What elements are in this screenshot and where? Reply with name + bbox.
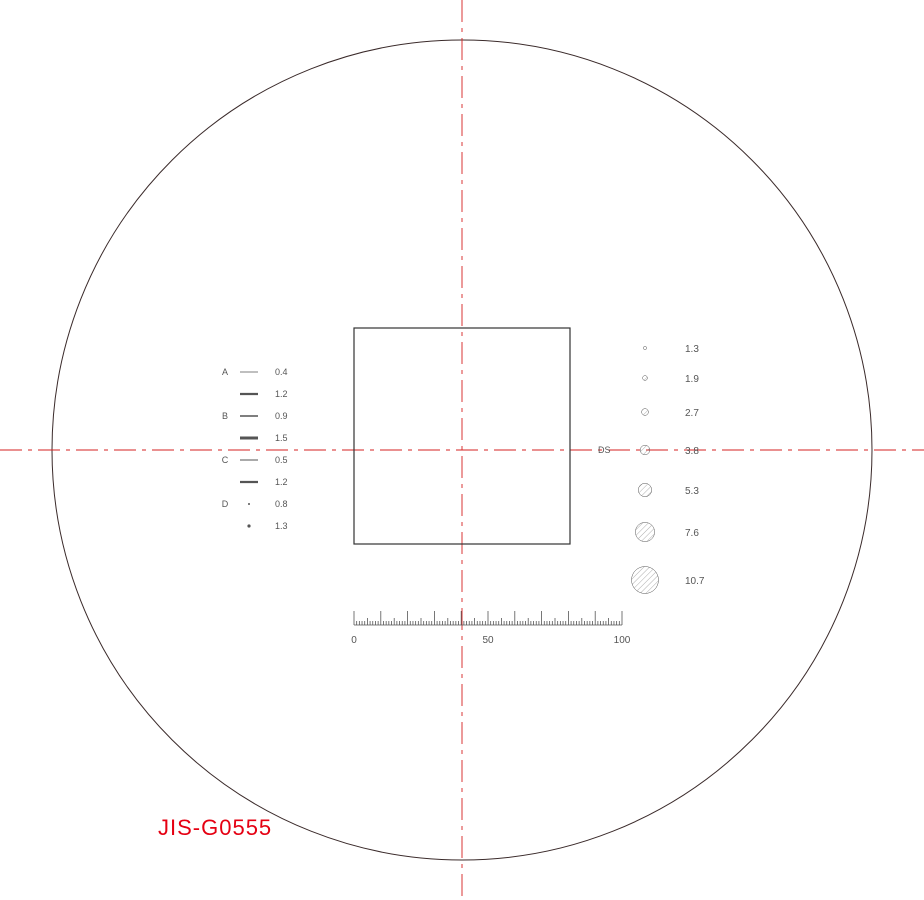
ruler-label: 50 — [482, 635, 494, 646]
ruler-label: 100 — [614, 635, 631, 646]
diagram-title: JIS-G0555 — [158, 815, 272, 840]
ruler-label: 0 — [351, 635, 357, 646]
line-sample-value: 1.3 — [275, 521, 288, 531]
dot-sample-value: 7.6 — [685, 528, 699, 539]
dot-sample-value: 2.7 — [685, 408, 699, 419]
dot-sample-circle — [638, 483, 651, 496]
line-sample-dot — [248, 503, 250, 505]
dot-sample-circle — [635, 522, 654, 541]
dot-sample-value: 1.3 — [685, 344, 699, 355]
dot-sample-value: 3.8 — [685, 446, 699, 457]
dot-sample-circle — [632, 567, 659, 594]
dot-sample-circle — [643, 376, 648, 381]
line-sample-value: 0.4 — [275, 367, 288, 377]
line-sample-group-label: A — [222, 367, 228, 377]
line-sample-group-label: B — [222, 411, 228, 421]
line-sample-value: 0.9 — [275, 411, 288, 421]
dot-sample-value: 10.7 — [685, 576, 705, 587]
line-sample-group-label: D — [222, 499, 229, 509]
line-sample-dot — [247, 524, 250, 527]
dot-sample-value: 5.3 — [685, 486, 699, 497]
line-sample-value: 0.8 — [275, 499, 288, 509]
dot-sample-circle — [642, 409, 649, 416]
line-sample-value: 1.5 — [275, 433, 288, 443]
reticle-diagram: A 0.4 1.2 B 0.9 1.5 C 0.5 1.2 D 0.8 1.3 DS 1.3 1.9 2.7 3… — [0, 0, 924, 900]
dot-sample-group-label: DS — [598, 445, 611, 455]
dot-sample-circle — [643, 346, 646, 349]
dot-sample-circle — [640, 445, 650, 455]
dot-sample-value: 1.9 — [685, 374, 699, 385]
line-sample-value: 1.2 — [275, 477, 288, 487]
line-sample-group-label: C — [222, 455, 229, 465]
line-sample-value: 1.2 — [275, 389, 288, 399]
line-sample-value: 0.5 — [275, 455, 288, 465]
